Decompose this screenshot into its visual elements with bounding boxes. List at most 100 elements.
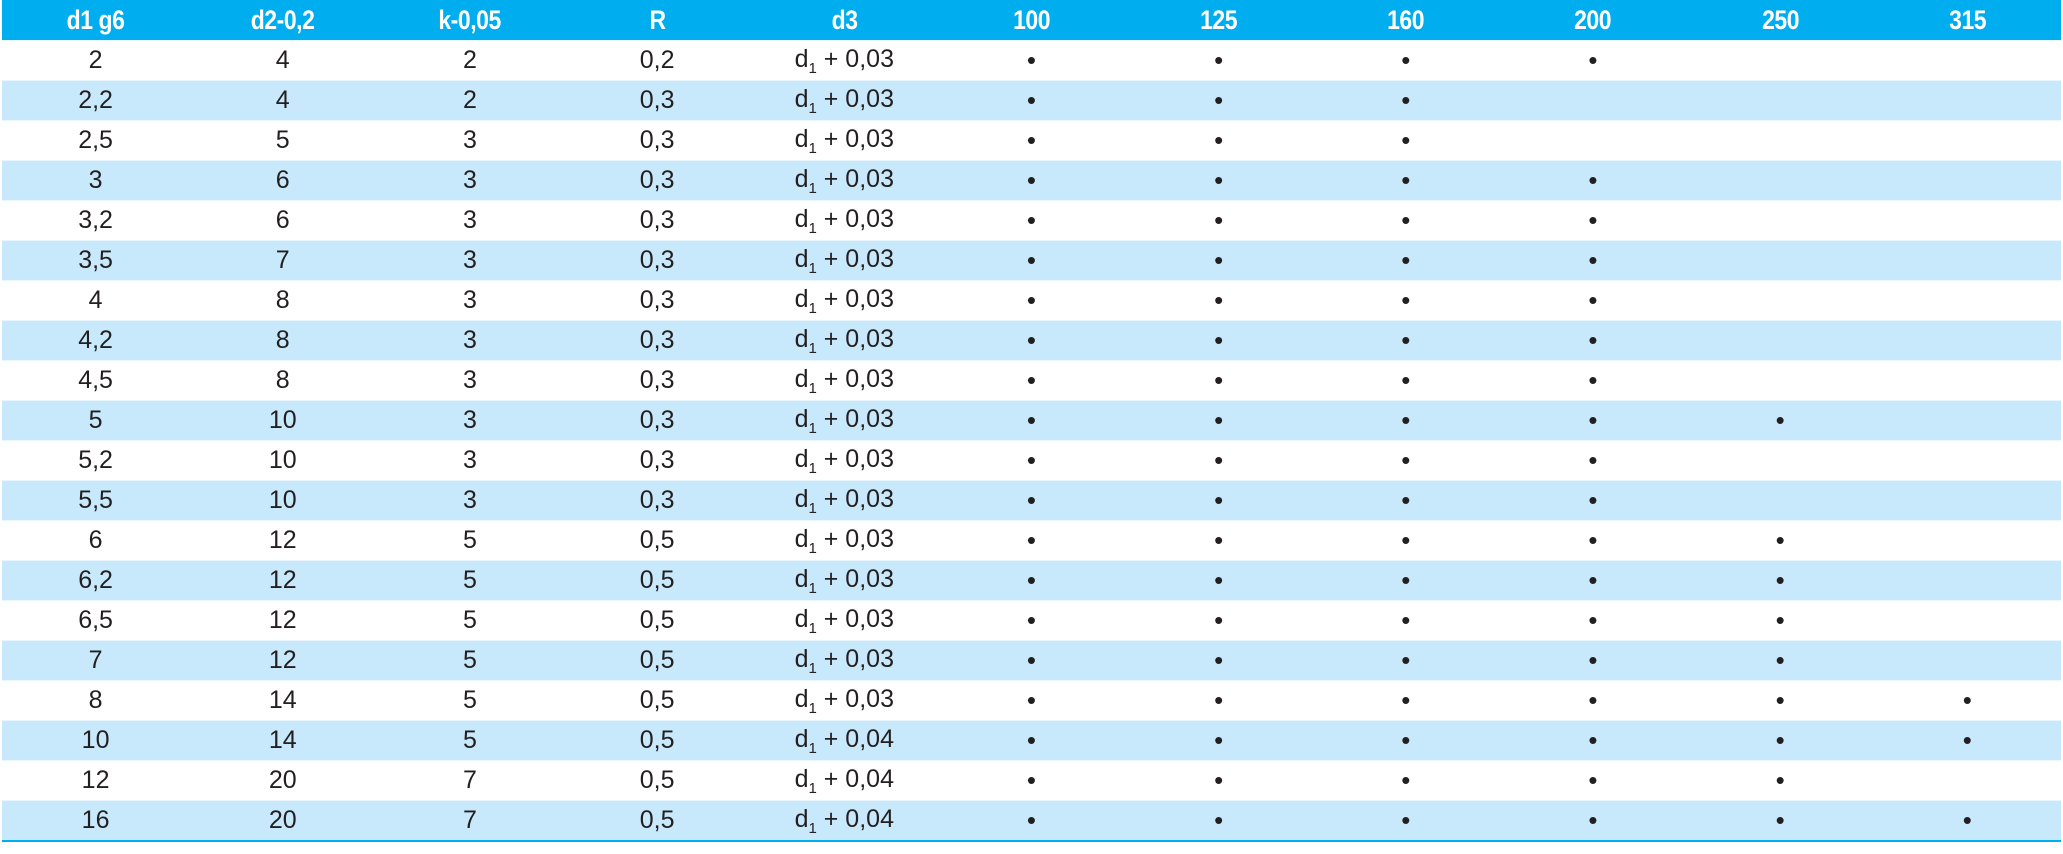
cell-size-100: • (937, 320, 1126, 361)
cell-size-125: • (1125, 600, 1313, 641)
availability-dot: • (1026, 245, 1036, 275)
d3-subscript: 1 (808, 539, 817, 557)
cell-k: 7 (376, 760, 564, 801)
cell-size-100: • (937, 640, 1126, 681)
cell-size-160: • (1312, 760, 1500, 801)
d3-offset: + 0,03 (823, 484, 894, 513)
availability-dot: • (1588, 765, 1598, 795)
cell-size-125: • (1125, 200, 1313, 241)
availability-dot: • (1026, 125, 1036, 155)
cell-k: 3 (376, 440, 564, 481)
availability-dot: • (1214, 445, 1224, 475)
d3-base: d (794, 324, 809, 353)
availability-dot: • (1214, 645, 1224, 675)
availability-dot: • (1026, 365, 1036, 395)
d3-offset: + 0,03 (823, 604, 894, 633)
cell-d2: 4 (189, 80, 377, 121)
d3-base: d (794, 604, 809, 633)
d3-subscript: 1 (808, 259, 817, 277)
cell-size-250 (1686, 160, 1874, 201)
availability-dot: • (1214, 205, 1224, 235)
availability-dot: • (1775, 805, 1785, 835)
cell-size-100: • (937, 600, 1126, 641)
cell-size-160: • (1312, 800, 1500, 842)
availability-dot: • (1588, 245, 1598, 275)
cell-size-125: • (1125, 120, 1313, 161)
cell-k: 3 (376, 240, 564, 281)
cell-r: 0,3 (563, 480, 751, 521)
cell-d2: 20 (189, 760, 377, 801)
cell-size-200: • (1499, 480, 1687, 521)
availability-dot: • (1401, 205, 1411, 235)
availability-dot: • (1026, 525, 1036, 555)
cell-size-160: • (1312, 400, 1500, 441)
d3-offset: + 0,03 (823, 124, 894, 153)
availability-dot: • (1775, 685, 1785, 715)
cell-size-250 (1686, 80, 1874, 121)
availability-dot: • (1026, 325, 1036, 355)
cell-r: 0,5 (563, 720, 751, 761)
cell-d1: 4,5 (2, 360, 190, 401)
cell-size-250: • (1686, 760, 1874, 801)
cell-size-200: • (1499, 400, 1687, 441)
cell-size-250: • (1686, 680, 1874, 721)
table-row: 5,5 10 3 0,3 d1 + 0,03 • • • • (2, 480, 2061, 521)
table-row: 6,2 12 5 0,5 d1 + 0,03 • • • • • (2, 560, 2061, 601)
cell-size-315 (1873, 320, 2061, 361)
availability-dot: • (1775, 725, 1785, 755)
cell-size-125: • (1125, 80, 1313, 121)
d3-base: d (794, 684, 809, 713)
cell-size-200: • (1499, 200, 1687, 241)
column-header: R (577, 0, 737, 41)
availability-dot: • (1401, 45, 1411, 75)
cell-size-315: • (1873, 800, 2061, 842)
availability-dot: • (1026, 405, 1036, 435)
cell-size-315 (1873, 520, 2061, 561)
availability-dot: • (1214, 805, 1224, 835)
cell-size-160: • (1312, 520, 1500, 561)
cell-size-250 (1686, 480, 1874, 521)
cell-size-315 (1873, 120, 2061, 161)
cell-d2: 10 (189, 440, 377, 481)
cell-d2: 7 (189, 240, 377, 281)
cell-size-100: • (937, 200, 1126, 241)
cell-size-315 (1873, 560, 2061, 601)
cell-d2: 14 (189, 680, 377, 721)
d3-offset: + 0,03 (823, 444, 894, 473)
availability-dot: • (1588, 565, 1598, 595)
cell-size-250: • (1686, 720, 1874, 761)
availability-dot: • (1401, 325, 1411, 355)
cell-size-125: • (1125, 480, 1313, 521)
cell-d3: d1 + 0,03 (750, 480, 938, 521)
cell-size-250: • (1686, 520, 1874, 561)
d3-base: d (794, 644, 809, 673)
d3-subscript: 1 (808, 619, 817, 637)
d3-subscript: 1 (808, 579, 817, 597)
availability-dot: • (1026, 565, 1036, 595)
column-header: d1 g6 (16, 0, 176, 41)
availability-dot: • (1401, 565, 1411, 595)
cell-size-160: • (1312, 280, 1500, 321)
cell-r: 0,3 (563, 160, 751, 201)
availability-dot: • (1775, 765, 1785, 795)
availability-dot: • (1962, 725, 1972, 755)
cell-d2: 6 (189, 200, 377, 241)
availability-dot: • (1401, 365, 1411, 395)
availability-dot: • (1214, 765, 1224, 795)
cell-size-315 (1873, 640, 2061, 681)
cell-size-160: • (1312, 120, 1500, 161)
cell-r: 0,5 (563, 560, 751, 601)
availability-dot: • (1401, 485, 1411, 515)
cell-d2: 4 (189, 40, 377, 81)
d3-offset: + 0,03 (823, 684, 894, 713)
table-row: 3,5 7 3 0,3 d1 + 0,03 • • • • (2, 240, 2061, 281)
cell-k: 5 (376, 600, 564, 641)
table-row: 12 20 7 0,5 d1 + 0,04 • • • • • (2, 760, 2061, 801)
cell-d2: 10 (189, 400, 377, 441)
cell-size-125: • (1125, 360, 1313, 401)
cell-size-250 (1686, 280, 1874, 321)
column-header: 160 (1326, 0, 1486, 41)
availability-dot: • (1214, 565, 1224, 595)
cell-k: 5 (376, 520, 564, 561)
cell-k: 3 (376, 160, 564, 201)
